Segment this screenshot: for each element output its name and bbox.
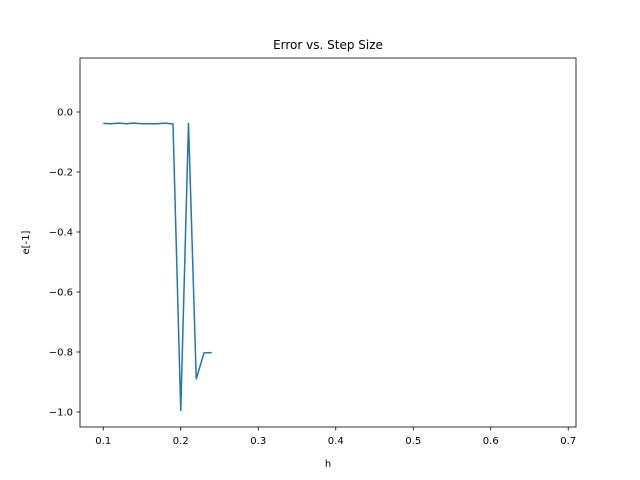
x-tick-label: 0.6 (483, 436, 499, 447)
x-axis-ticks: 0.1 0.2 0.3 0.4 0.5 0.6 0.7 (95, 427, 576, 447)
y-axis-ticks: 0.0 −0.2 −0.4 −0.6 −0.8 −1.0 (49, 108, 80, 419)
x-tick-label: 0.5 (405, 436, 421, 447)
series-line (103, 122, 212, 412)
y-tick-label: −0.6 (49, 288, 73, 299)
x-tick-label: 0.3 (250, 436, 266, 447)
y-tick-label: −0.2 (49, 168, 73, 179)
axes-frame (79, 57, 577, 428)
y-tick-label: −0.8 (49, 348, 73, 359)
y-axis-label: e[-1] (21, 230, 32, 254)
x-tick-label: 0.7 (560, 436, 576, 447)
x-axis-label: h (325, 459, 331, 470)
plot-area (80, 58, 576, 427)
chart-title: Error vs. Step Size (273, 38, 383, 52)
y-tick-label: −0.4 (49, 228, 73, 239)
x-tick-label: 0.4 (328, 436, 344, 447)
x-tick-label: 0.1 (95, 436, 111, 447)
y-tick-label: 0.0 (57, 108, 73, 119)
x-tick-label: 0.2 (173, 436, 189, 447)
series-layer (103, 122, 212, 412)
y-tick-label: −1.0 (49, 408, 73, 419)
